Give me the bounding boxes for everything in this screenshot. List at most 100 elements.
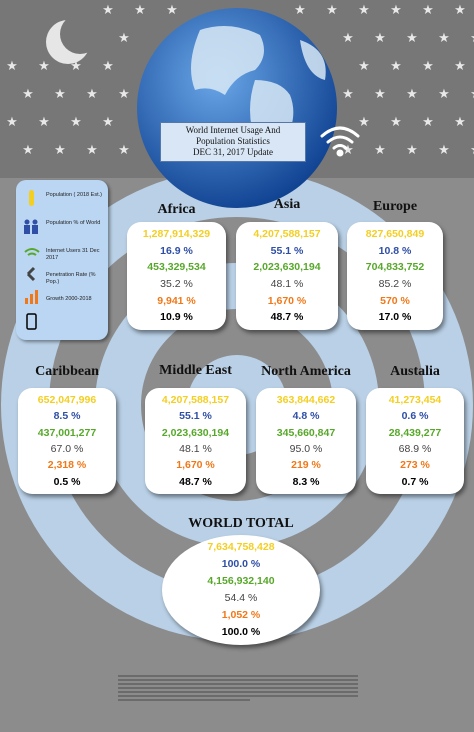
title-line: Population Statistics — [196, 136, 270, 146]
title-line: World Internet Usage And — [185, 125, 281, 135]
stat-value: 0.5 % — [53, 475, 81, 488]
region-title: Austalia — [390, 364, 440, 379]
stat-value: 273 % — [400, 459, 430, 472]
region-title: North America — [261, 364, 351, 379]
region-title: Europe — [372, 199, 418, 214]
star: ★ — [22, 86, 34, 101]
star: ★ — [358, 58, 370, 73]
stat-value: 4,207,588,157 — [253, 228, 321, 241]
star: ★ — [326, 2, 338, 17]
legend: Population ( 2018 Est.) Population % of W… — [16, 180, 108, 340]
stat-value: 68.9 % — [398, 442, 432, 455]
legend-label: Penetration Rate (% Pop.) — [46, 272, 96, 285]
star: ★ — [102, 58, 114, 73]
stat-value: 0.6 % — [401, 410, 429, 423]
stat-value: 4,156,932,140 — [207, 575, 275, 588]
star: ★ — [454, 2, 466, 17]
stars: ★ ★ ★ ★ ★ ★ ★ ★ ★ ★ ★ ★ ★ ★ ★ ★ ★ ★ ★ ★ ★ ★ ★ ★ ★ ★ ★ ★ ★ ★ ★ ★ ★ ★ ★ ★ ★ ★ ★ ★… — [6, 2, 474, 157]
star: ★ — [390, 114, 402, 129]
stat-value: 48.7 % — [179, 475, 212, 488]
star: ★ — [134, 2, 146, 17]
region-title: Asia — [273, 197, 301, 212]
star: ★ — [118, 86, 130, 101]
title-line: DEC 31, 2017 Update — [193, 147, 273, 157]
stat-value: 10.8 % — [378, 244, 412, 257]
stat-value: 652,047,996 — [37, 393, 97, 406]
stat-value: 8.3 % — [292, 475, 320, 488]
region-card: 363,844,662 4.8 % 345,660,847 95.0 % 219 % 8.… — [256, 388, 356, 494]
stat-value: 35.2 % — [160, 278, 193, 291]
legend-label: Population % of World — [46, 220, 101, 226]
stat-value: 28,439,277 — [388, 426, 442, 439]
star: ★ — [374, 86, 386, 101]
star: ★ — [438, 142, 450, 157]
moon-shadow — [60, 14, 100, 54]
star: ★ — [6, 58, 18, 73]
stat-value: 570 % — [380, 294, 410, 307]
star: ★ — [118, 142, 130, 157]
legend-icons — [24, 190, 40, 330]
region-card: 7,634,758,428 100.0 % 4,156,932,140 54.4 % 1… — [162, 535, 320, 645]
star: ★ — [422, 2, 434, 17]
star: ★ — [406, 30, 418, 45]
legend-label: Population ( 2018 Est.) — [46, 192, 102, 198]
star: ★ — [342, 142, 354, 157]
stat-value: 363,844,662 — [276, 393, 336, 406]
star: ★ — [358, 2, 370, 17]
stat-value: 4.8 % — [292, 410, 320, 423]
star: ★ — [86, 86, 98, 101]
stat-value: 54.4 % — [224, 592, 258, 605]
stat-value: 100.0 % — [221, 626, 261, 639]
region-card: 4,207,588,157 55.1 % 2,023,630,194 48.1 % 1,… — [236, 222, 338, 330]
title-box: World Internet Usage And Population Stati… — [160, 122, 306, 162]
star: ★ — [166, 2, 178, 17]
region-card: 41,273,454 0.6 % 28,439,277 68.9 % 273 % 0.7 … — [366, 388, 464, 494]
star: ★ — [70, 114, 82, 129]
stat-value: 100.0 % — [221, 558, 261, 571]
region-card: 1,287,914,329 16.9 % 453,329,534 35.2 % 9,94… — [127, 222, 226, 330]
region-title: Caribbean — [35, 364, 99, 379]
star: ★ — [406, 86, 418, 101]
star: ★ — [470, 30, 474, 45]
stat-value: 1,052 % — [221, 609, 261, 622]
star: ★ — [438, 30, 450, 45]
star: ★ — [6, 114, 18, 129]
star: ★ — [438, 86, 450, 101]
stat-value: 85.2 % — [378, 278, 412, 291]
region-title: Middle East — [159, 363, 232, 378]
star: ★ — [102, 2, 114, 17]
star: ★ — [342, 86, 354, 101]
star: ★ — [22, 142, 34, 157]
stat-value: 67.0 % — [50, 442, 84, 455]
star: ★ — [454, 114, 466, 129]
stat-value: 2,023,630,194 — [253, 261, 321, 274]
continents — [191, 26, 326, 154]
stat-value: 2,023,630,194 — [161, 426, 230, 439]
footnote — [118, 675, 358, 701]
stat-value: 8.5 % — [53, 410, 81, 423]
star: ★ — [70, 58, 82, 73]
region-title: Africa — [157, 202, 196, 217]
stat-value: 0.7 % — [401, 475, 429, 488]
stat-value: 95.0 % — [289, 442, 323, 455]
region-card: 827,650,849 10.8 % 704,833,752 85.2 % 570 % 1… — [347, 222, 443, 330]
star: ★ — [38, 58, 50, 73]
star: ★ — [294, 2, 306, 17]
star: ★ — [422, 58, 434, 73]
star: ★ — [470, 86, 474, 101]
star: ★ — [390, 2, 402, 17]
legend-label: Growth 2000-2018 — [46, 296, 92, 302]
star: ★ — [54, 142, 66, 157]
stat-value: 2,318 % — [47, 459, 87, 472]
star: ★ — [374, 142, 386, 157]
stat-value: 453,329,534 — [147, 261, 206, 274]
stat-value: 55.1 % — [270, 244, 304, 257]
star: ★ — [470, 142, 474, 157]
star: ★ — [454, 58, 466, 73]
star: ★ — [102, 114, 114, 129]
stat-value: 219 % — [291, 459, 321, 472]
star: ★ — [390, 58, 402, 73]
stat-value: 7,634,758,428 — [207, 541, 275, 554]
star: ★ — [342, 30, 354, 45]
